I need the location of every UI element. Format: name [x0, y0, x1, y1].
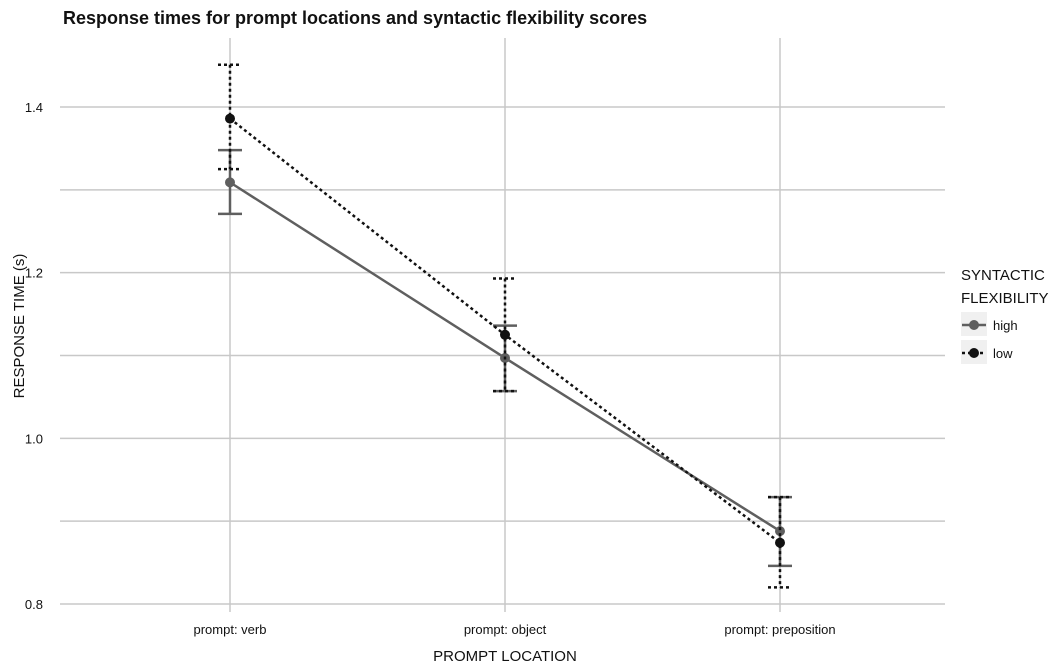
data-point [500, 329, 510, 340]
series-layer [218, 63, 792, 589]
legend-label: high [993, 318, 1018, 333]
y-tick-label: 1.2 [25, 266, 43, 281]
legend: SYNTACTIC FLEXIBILITY high low [961, 267, 1049, 364]
x-tick-labels: prompt: verb prompt: object prompt: prepos… [194, 622, 836, 637]
legend-title-line: FLEXIBILITY [961, 290, 1049, 307]
series-low [218, 63, 792, 589]
legend-key-point [969, 348, 979, 358]
y-tick-label: 1.4 [25, 100, 43, 115]
x-tick-label: prompt: verb [194, 622, 267, 637]
legend-label: low [993, 346, 1013, 361]
y-tick-labels: 0.8 1.0 1.2 1.4 [25, 100, 43, 612]
legend-item-high: high [961, 312, 1018, 336]
legend-title-line: SYNTACTIC [961, 267, 1045, 284]
legend-item-low: low [961, 340, 1013, 364]
legend-key-point [969, 320, 979, 330]
data-point [225, 177, 235, 188]
y-axis-title: RESPONSE TIME (s) [11, 254, 28, 399]
x-tick-label: prompt: object [464, 622, 547, 637]
y-tick-label: 1.0 [25, 431, 43, 446]
x-axis-title: PROMPT LOCATION [433, 648, 577, 665]
error-bar [218, 63, 242, 171]
chart-title: Response times for prompt locations and … [63, 8, 647, 28]
data-point [775, 537, 785, 548]
error-bar [768, 495, 792, 589]
y-tick-label: 0.8 [25, 597, 43, 612]
x-tick-label: prompt: preposition [724, 622, 835, 637]
data-point [225, 113, 235, 124]
